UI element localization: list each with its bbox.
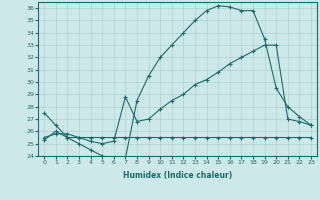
X-axis label: Humidex (Indice chaleur): Humidex (Indice chaleur) <box>123 171 232 180</box>
